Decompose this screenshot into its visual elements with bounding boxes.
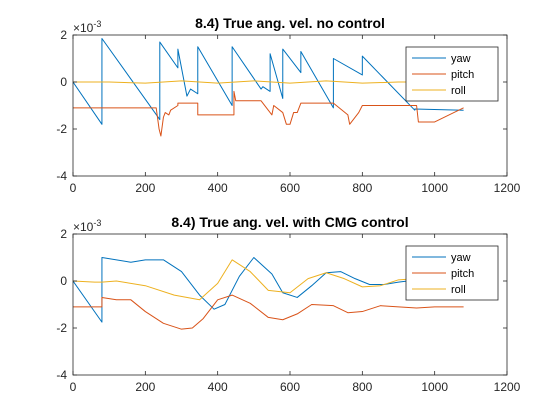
x-tick-label: 200 bbox=[135, 181, 155, 195]
chart-title: 8.4) True ang. vel. no control bbox=[195, 15, 385, 31]
chart-panel-2: 0 200 400 600 800 1000 1200 -4 -2 0 2 ×10-3 8.4) Tru… bbox=[56, 214, 520, 394]
x-tick-label: 200 bbox=[135, 380, 155, 394]
x-tick-label: 800 bbox=[352, 380, 372, 394]
y-tick-label: 2 bbox=[60, 227, 67, 241]
series-group bbox=[73, 257, 464, 330]
series-line-roll bbox=[73, 259, 464, 301]
series-line-pitch bbox=[73, 294, 464, 330]
x-tick-label: 1200 bbox=[494, 181, 521, 195]
legend-label-pitch: pitch bbox=[451, 268, 474, 280]
y-exponent-power: -3 bbox=[93, 19, 101, 29]
x-tick-label: 600 bbox=[280, 380, 300, 394]
legend-label-roll: roll bbox=[451, 85, 466, 97]
y-exponent-power: -3 bbox=[93, 218, 101, 228]
y-exponent-base: ×10 bbox=[73, 21, 94, 35]
series-line-roll bbox=[73, 80, 464, 84]
x-tick-label: 1000 bbox=[421, 181, 448, 195]
series-group bbox=[73, 38, 464, 137]
x-tick-label: 0 bbox=[70, 380, 77, 394]
series-line-yaw bbox=[73, 38, 464, 125]
y-tick-label: -4 bbox=[56, 368, 67, 382]
x-tick-label: 600 bbox=[280, 181, 300, 195]
y-tick-label: -2 bbox=[56, 122, 67, 136]
x-tick-label: 0 bbox=[70, 181, 77, 195]
y-tick-label: -2 bbox=[56, 321, 67, 335]
legend-label-yaw: yaw bbox=[451, 252, 471, 264]
y-tick-label: -4 bbox=[56, 169, 67, 183]
x-tick-label: 400 bbox=[208, 181, 228, 195]
y-exponent-base: ×10 bbox=[73, 220, 94, 234]
x-tick-label: 1000 bbox=[421, 380, 448, 394]
x-tick-label: 1200 bbox=[494, 380, 521, 394]
legend: yaw pitch roll bbox=[405, 46, 499, 102]
y-exponent-label: ×10-3 bbox=[73, 19, 101, 35]
y-exponent-label: ×10-3 bbox=[73, 218, 101, 234]
series-line-pitch bbox=[73, 90, 464, 137]
x-tick-label: 400 bbox=[208, 380, 228, 394]
legend-label-roll: roll bbox=[451, 284, 466, 296]
y-tick-label: 0 bbox=[60, 75, 67, 89]
legend: yaw pitch roll bbox=[405, 245, 499, 301]
chart-panel-1: 0 200 400 600 800 1000 1200 -4 -2 0 2 ×10-3 8.4) Tru… bbox=[56, 15, 520, 195]
y-tick-label: 0 bbox=[60, 274, 67, 288]
x-tick-label: 800 bbox=[352, 181, 372, 195]
y-tick-label: 2 bbox=[60, 28, 67, 42]
chart-title: 8.4) True ang. vel. with CMG control bbox=[171, 214, 408, 230]
legend-label-yaw: yaw bbox=[451, 53, 471, 65]
legend-label-pitch: pitch bbox=[451, 69, 474, 81]
